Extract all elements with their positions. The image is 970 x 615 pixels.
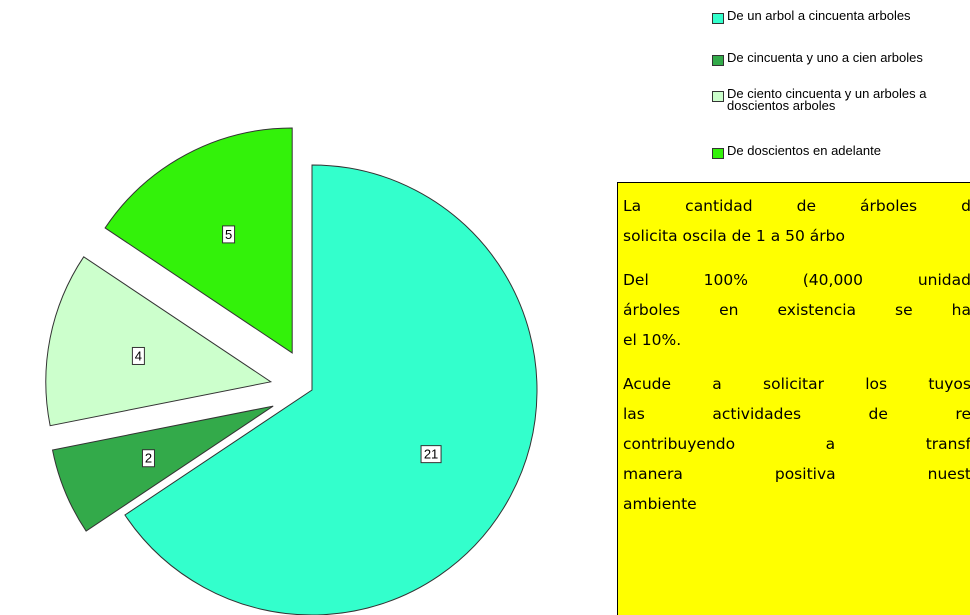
text-line: el 10%.	[623, 331, 682, 349]
label-box	[420, 445, 442, 464]
text-line: contribuyendo a transf	[623, 435, 970, 453]
legend-label: De doscientos en adelante	[727, 143, 881, 158]
legend-label: De un arbol a cincuenta arboles	[727, 8, 911, 23]
label-box	[222, 225, 236, 244]
slice-value-label: 4	[135, 348, 142, 363]
legend-item: De doscientos en adelante	[712, 143, 957, 159]
legend-label: De cincuenta y uno a cien arboles	[727, 50, 923, 65]
legend-item: De cincuenta y uno a cien arboles	[712, 50, 957, 66]
legend-label: De ciento cincuenta y un arboles a dosci…	[727, 86, 927, 113]
legend-item: De un arbol a cincuenta arboles	[712, 8, 957, 24]
text-line: La cantidad de árboles d	[623, 197, 970, 215]
slice-label: 2	[141, 449, 155, 468]
text-line: las actividades de re	[623, 405, 970, 423]
paragraph: La cantidad de árboles d solicita oscila …	[623, 191, 970, 251]
legend-swatch	[712, 55, 724, 66]
text-box: La cantidad de árboles d solicita oscila …	[617, 182, 970, 615]
legend-swatch	[712, 91, 724, 102]
pie-slice	[51, 405, 274, 532]
slice-value-label: 2	[145, 451, 152, 466]
legend-item: De ciento cincuenta y un arboles a dosci…	[712, 86, 957, 113]
text-line: Acude a solicitar los tuyos	[623, 375, 970, 393]
legend-swatch	[712, 148, 724, 159]
slice-value-label: 21	[424, 447, 438, 462]
legend-swatch	[712, 13, 724, 24]
slice-label: 21	[420, 445, 442, 464]
text-line: Del 100% (40,000 unidad	[623, 271, 970, 289]
label-box	[131, 346, 145, 365]
text-line: manera positiva nuest	[623, 465, 970, 483]
text-line: solicita oscila de 1 a 50 árbo	[623, 227, 845, 245]
paragraph: Acude a solicitar los tuyos las actividad…	[623, 369, 970, 519]
label-box	[141, 449, 155, 468]
slice-label: 4	[131, 346, 145, 365]
pie-slice	[45, 256, 273, 427]
slice-label: 5	[222, 225, 236, 244]
paragraph: Del 100% (40,000 unidad árboles en existe…	[623, 265, 970, 355]
text-line: ambiente	[623, 495, 697, 513]
pie-chart: 21 2 4 5	[45, 127, 538, 615]
slice-value-label: 5	[225, 227, 232, 242]
pie-slice	[104, 127, 293, 354]
text-line: árboles en existencia se ha	[623, 301, 970, 319]
pie-slice	[124, 164, 538, 615]
